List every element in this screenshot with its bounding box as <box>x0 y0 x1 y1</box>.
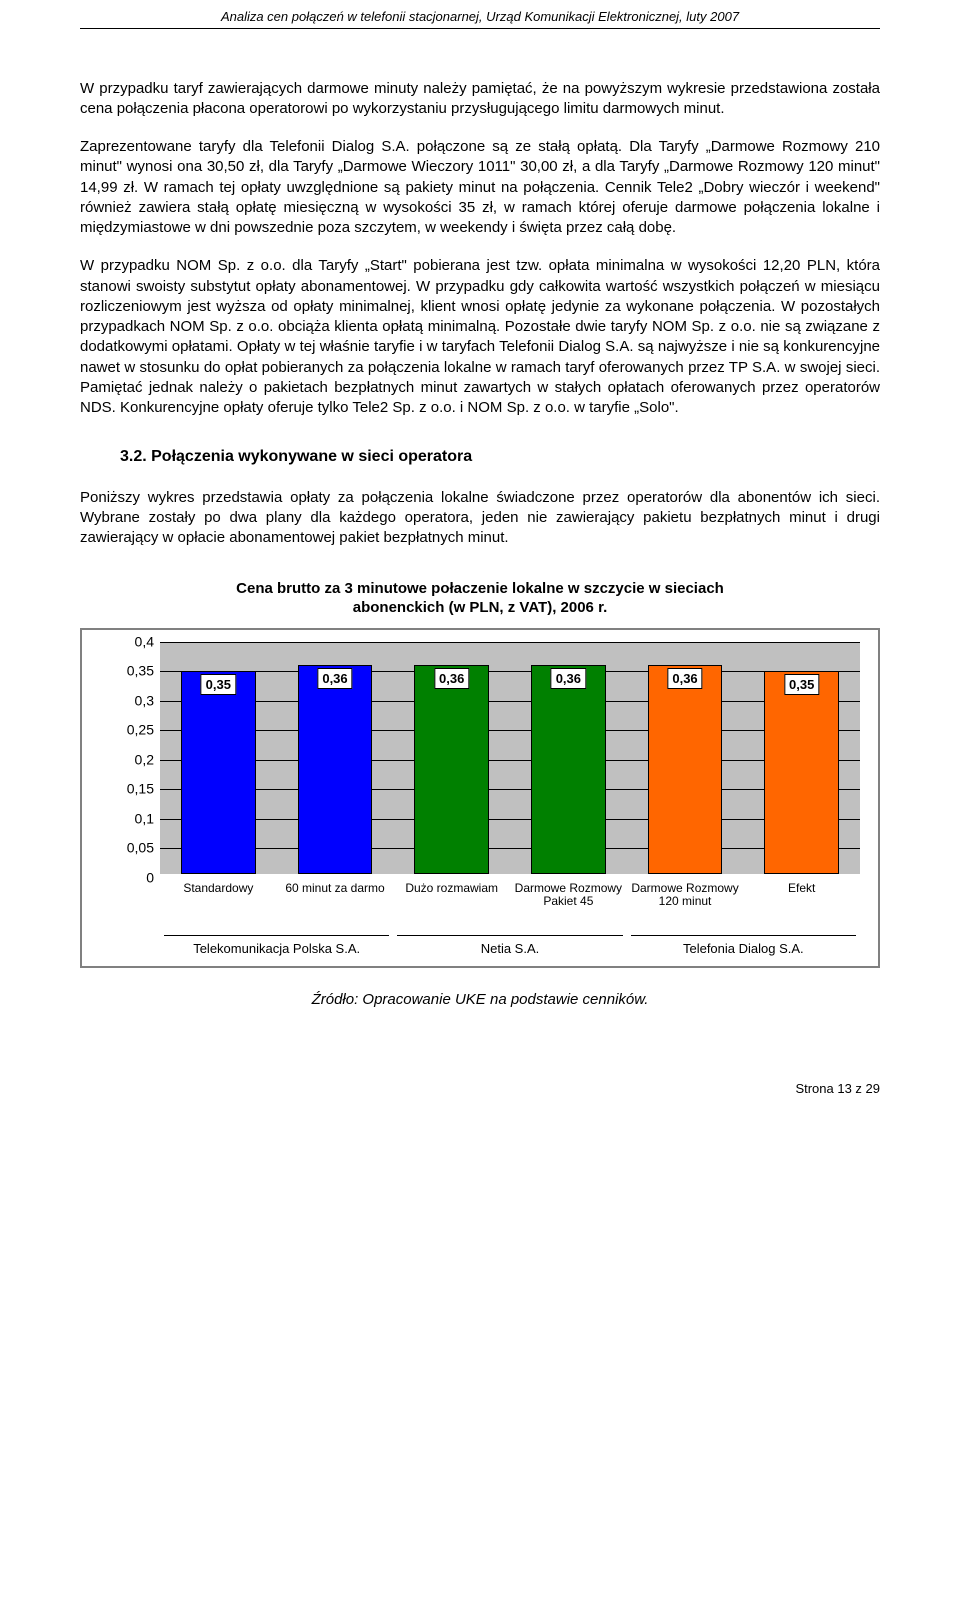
x-category-label: Dużo rozmawiam <box>393 880 510 910</box>
y-tick-label: 0,05 <box>112 839 154 858</box>
x-group-label: Telefonia Dialog S.A. <box>631 935 856 958</box>
x-group-label: Telekomunikacja Polska S.A. <box>164 935 389 958</box>
x-categories: Standardowy60 minut za darmoDużo rozmawi… <box>160 880 860 910</box>
y-tick-label: 0,25 <box>112 721 154 740</box>
paragraph-1: W przypadku taryf zawierających darmowe … <box>80 79 880 120</box>
bar-slot: 0,35 <box>160 642 277 874</box>
bar: 0,36 <box>414 665 489 874</box>
x-group-label: Netia S.A. <box>397 935 622 958</box>
bar: 0,36 <box>298 665 373 874</box>
section-heading: 3.2. Połączenia wykonywane w sieci opera… <box>120 446 880 468</box>
x-groups: Telekomunikacja Polska S.A. Netia S.A. Tel… <box>160 935 860 958</box>
x-category-label: Efekt <box>743 880 860 910</box>
y-tick-label: 0,35 <box>112 662 154 681</box>
bar-slot: 0,36 <box>393 642 510 874</box>
bar: 0,35 <box>764 671 839 874</box>
chart-source: Źródło: Opracowanie UKE na podstawie cen… <box>80 990 880 1010</box>
y-tick-label: 0,15 <box>112 780 154 799</box>
bars-row: 0,35 0,36 0,36 0,36 0,36 0,35 <box>160 642 860 874</box>
bar-value-label: 0,36 <box>317 668 352 690</box>
y-tick-label: 0,3 <box>112 691 154 710</box>
y-tick-label: 0 <box>112 868 154 887</box>
bar-slot: 0,36 <box>277 642 394 874</box>
chart-title: Cena brutto za 3 minutowe połaczenie lok… <box>80 579 880 618</box>
bar-value-label: 0,36 <box>667 668 702 690</box>
paragraph-3: W przypadku NOM Sp. z o.o. dla Taryfy „S… <box>80 256 880 418</box>
y-tick-label: 0,2 <box>112 750 154 769</box>
bar-value-label: 0,36 <box>434 668 469 690</box>
x-category-label: Darmowe Rozmowy Pakiet 45 <box>510 880 627 910</box>
plot-area: 0,35 0,36 0,36 0,36 0,36 0,35 <box>160 642 860 874</box>
x-category-label: Darmowe Rozmowy 120 minut <box>627 880 744 910</box>
chart-title-line1: Cena brutto za 3 minutowe połaczenie lok… <box>236 580 724 597</box>
page-footer: Strona 13 z 29 <box>80 1080 880 1098</box>
bar-slot: 0,36 <box>510 642 627 874</box>
chart-title-line2: abonenckich (w PLN, z VAT), 2006 r. <box>353 599 608 616</box>
bar-value-label: 0,35 <box>201 674 236 696</box>
bar-value-label: 0,36 <box>551 668 586 690</box>
paragraph-4: Poniższy wykres przedstawia opłaty za po… <box>80 488 880 549</box>
bar-value-label: 0,35 <box>784 674 819 696</box>
x-category-label: 60 minut za darmo <box>277 880 394 910</box>
x-category-label: Standardowy <box>160 880 277 910</box>
y-tick-label: 0,1 <box>112 809 154 828</box>
paragraph-2: Zaprezentowane taryfy dla Telefonii Dial… <box>80 137 880 238</box>
bar-slot: 0,35 <box>743 642 860 874</box>
bar: 0,35 <box>181 671 256 874</box>
bar-slot: 0,36 <box>627 642 744 874</box>
bar: 0,36 <box>648 665 723 874</box>
bar: 0,36 <box>531 665 606 874</box>
page-header: Analiza cen połączeń w telefonii stacjon… <box>80 0 880 29</box>
bar-chart: 0,35 0,36 0,36 0,36 0,36 0,35 0 0,05 0,1 0,15 0,2… <box>80 628 880 968</box>
y-tick-label: 0,4 <box>112 632 154 651</box>
